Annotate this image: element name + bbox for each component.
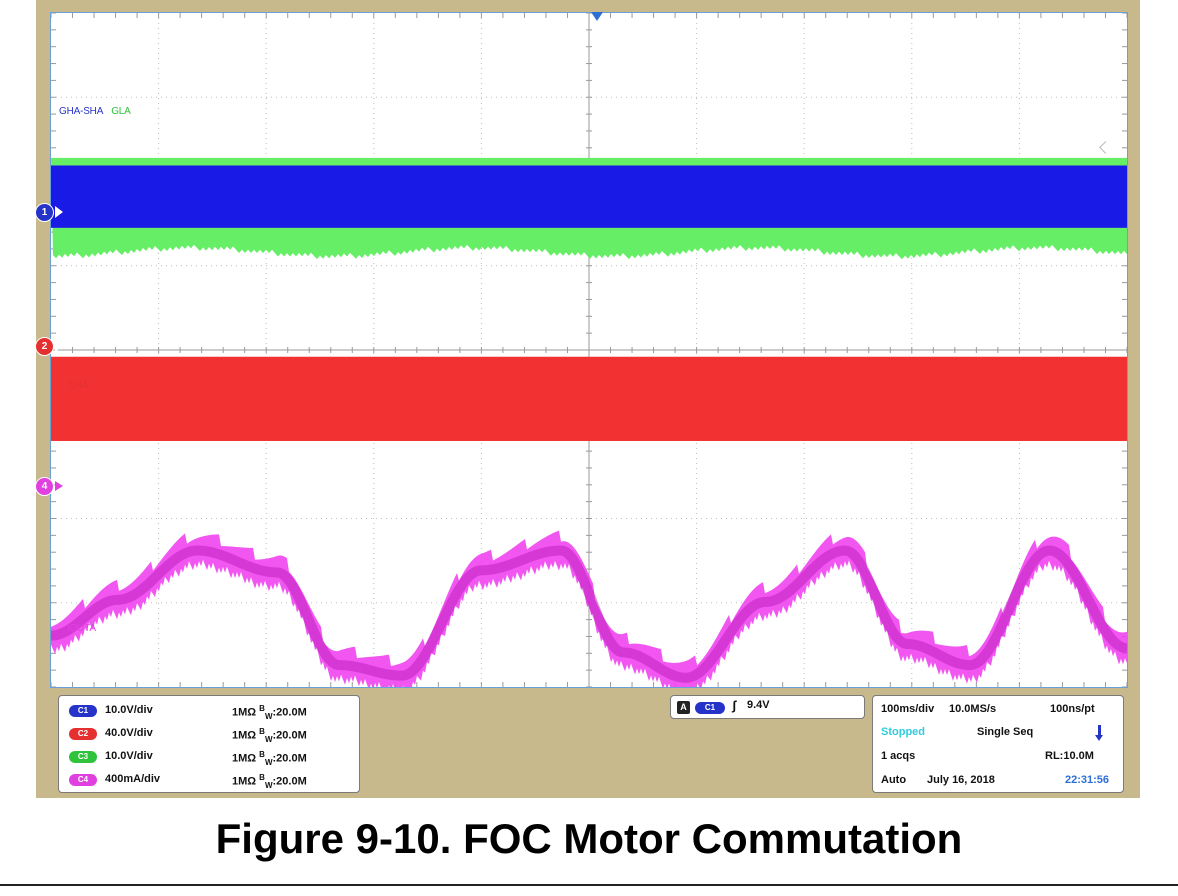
scope-screen: GHA-SHA GLA SHA IOUTA [50, 12, 1128, 688]
channel-2-marker[interactable]: 2 [35, 337, 54, 356]
trace-label-sha: SHA [68, 380, 88, 391]
capture-date: July 16, 2018 [927, 774, 995, 786]
trace-iouta-core [51, 545, 1127, 683]
channel-row-c3[interactable]: C3 10.0V/div 1MΩ BW:20.0M [69, 748, 359, 767]
channel-badge: C3 [69, 751, 97, 763]
channel-1-marker[interactable]: 1 [35, 203, 54, 222]
channel-impedance-bw: 1MΩ BW:20.0M [232, 704, 307, 721]
channel-row-c1[interactable]: C1 10.0V/div 1MΩ BW:20.0M [69, 702, 359, 721]
channel-settings-panel: C1 10.0V/div 1MΩ BW:20.0M C2 40.0V/div 1… [58, 695, 360, 793]
scope-info-area: C1 10.0V/div 1MΩ BW:20.0M C2 40.0V/div 1… [50, 690, 1128, 794]
trigger-position-icon [591, 12, 603, 21]
channel-row-c2[interactable]: C2 40.0V/div 1MΩ BW:20.0M [69, 725, 359, 744]
page-rule [0, 884, 1178, 886]
trigger-mode: Auto [881, 774, 907, 786]
resolution: 100ns/pt [1050, 703, 1095, 715]
trigger-panel[interactable]: A C1 ʃ 9.4V [670, 695, 865, 719]
channel-row-c4[interactable]: C4 400mA/div 1MΩ BW:20.0M [69, 771, 359, 790]
record-length: RL:10.0M [1045, 750, 1094, 762]
channel-4-arrow-icon [55, 481, 63, 491]
figure-caption: Figure 9-10. FOC Motor Commutation [215, 815, 963, 862]
channel-4-marker[interactable]: 4 [35, 477, 54, 496]
trigger-channel-badge: C1 [695, 702, 725, 714]
timebase-panel[interactable]: 100ms/div 10.0MS/s 100ns/pt Stopped Sing… [872, 695, 1124, 793]
acquisition-mode: Single Seq [977, 726, 1034, 738]
trace-sha [51, 356, 1127, 441]
channel-scale: 10.0V/div [105, 750, 153, 762]
capture-time: 22:31:56 [1065, 774, 1110, 786]
channel-scale: 40.0V/div [105, 727, 153, 739]
channel-badge: C2 [69, 728, 97, 740]
waveform-plot [51, 13, 1127, 687]
channel-impedance-bw: 1MΩ BW:20.0M [232, 750, 307, 767]
channel-1-arrow-icon [55, 206, 63, 218]
time-per-div: 100ms/div [881, 703, 935, 715]
rising-edge-icon: ʃ [732, 698, 737, 713]
channel-scale: 400mA/div [105, 773, 161, 785]
trace-label-iouta: IOUTA [67, 623, 96, 634]
trigger-a-badge: A [677, 701, 690, 714]
channel-badge: C1 [69, 705, 97, 717]
trace-label-gha-sha: GHA-SHA GLA [59, 106, 131, 117]
trace-gha-sha [51, 165, 1127, 228]
channel-badge: C4 [69, 774, 97, 786]
stopped-arrow-icon [1098, 725, 1101, 736]
sample-rate: 10.0MS/s [949, 703, 997, 715]
stopped-arrow-head-icon [1095, 735, 1103, 741]
traces [51, 157, 1127, 687]
channel-2-arrow-icon [55, 340, 63, 352]
trigger-level: 9.4V [747, 699, 770, 711]
channel-impedance-bw: 1MΩ BW:20.0M [232, 773, 307, 790]
acquisition-count: 1 acqs [881, 750, 916, 762]
channel-scale: 10.0V/div [105, 704, 153, 716]
channel-impedance-bw: 1MΩ BW:20.0M [232, 727, 307, 744]
acquisition-state: Stopped [881, 726, 925, 738]
